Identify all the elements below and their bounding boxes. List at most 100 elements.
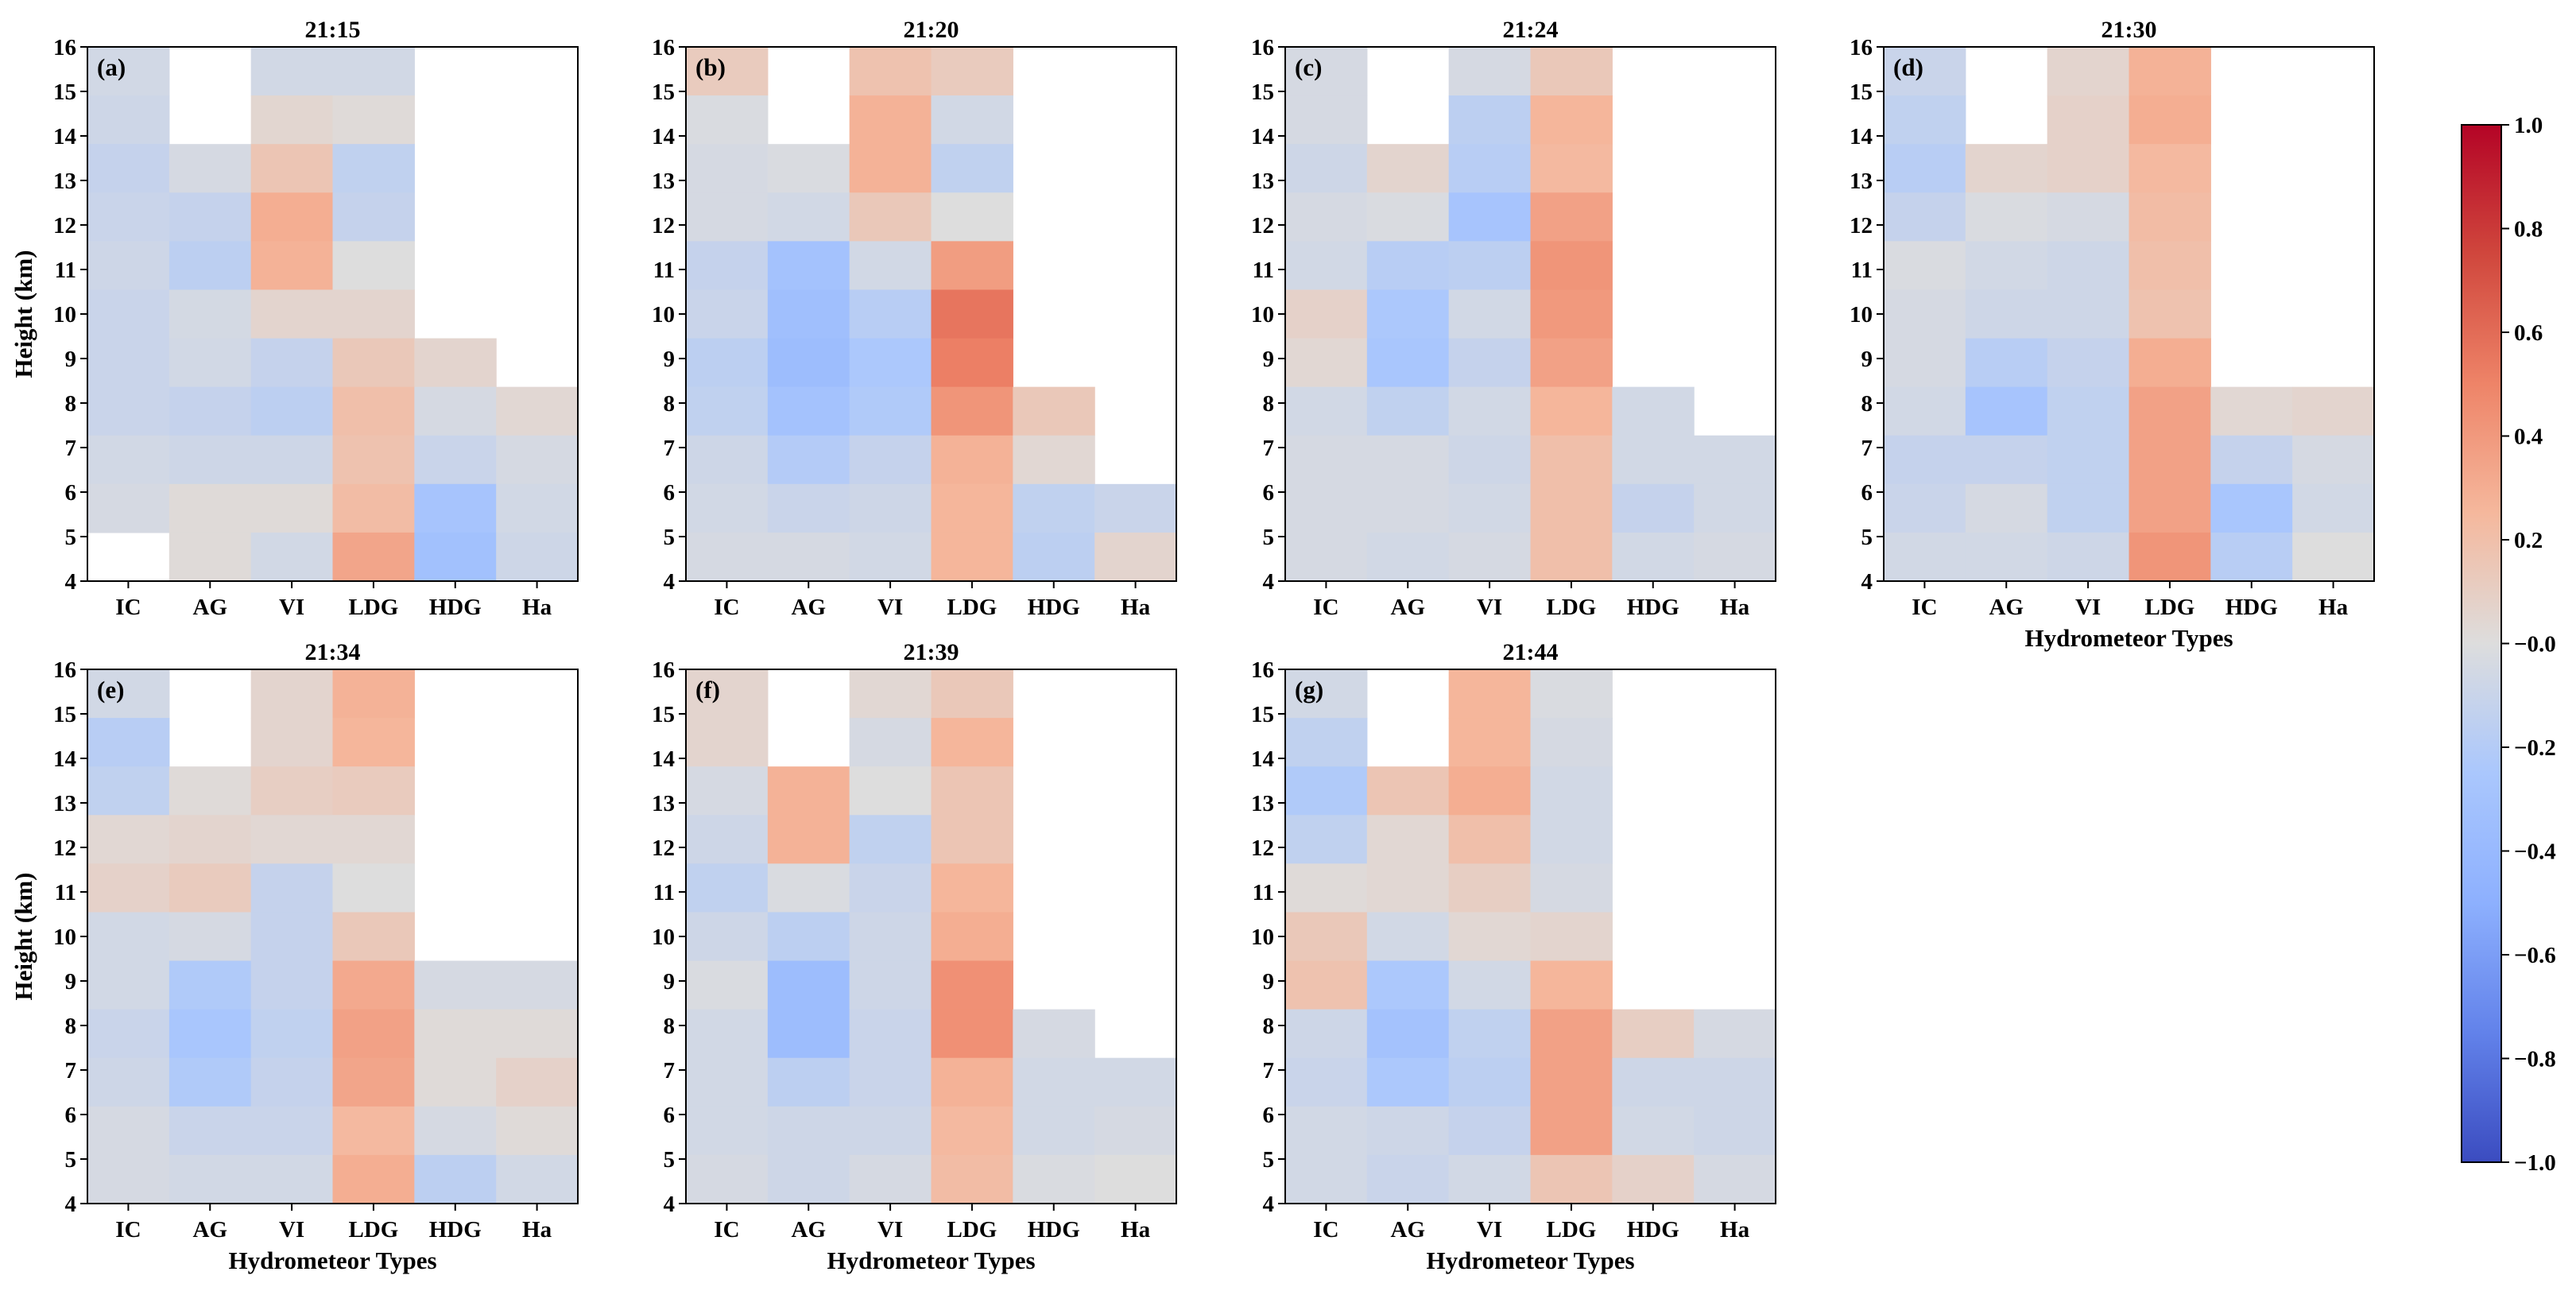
heatmap-cell bbox=[1448, 338, 1532, 388]
y-tick-label: 15 bbox=[53, 702, 76, 727]
heatmap-cell bbox=[1530, 483, 1613, 533]
heatmap-cell bbox=[1013, 435, 1095, 485]
heatmap-cell bbox=[1448, 241, 1532, 291]
heatmap-cell bbox=[1448, 669, 1532, 719]
heatmap-cell bbox=[87, 95, 170, 145]
heatmap-cell bbox=[496, 1106, 579, 1156]
colorbar-tick-label: 0.2 bbox=[2514, 528, 2543, 553]
x-tick-label: Ha bbox=[522, 1217, 552, 1243]
y-tick-label: 7 bbox=[664, 1058, 676, 1084]
y-tick-label: 12 bbox=[1251, 835, 1274, 861]
y-tick-label: 13 bbox=[53, 791, 76, 816]
heatmap-cell bbox=[332, 1009, 415, 1059]
heatmap-cell bbox=[87, 863, 170, 913]
heatmap-cell bbox=[849, 386, 932, 436]
heatmap-cell bbox=[1965, 483, 2048, 533]
heatmap-cell bbox=[2292, 435, 2375, 485]
heatmap-cell bbox=[250, 338, 334, 388]
y-tick-label: 4 bbox=[65, 1192, 77, 1217]
heatmap-cell bbox=[849, 241, 932, 291]
heatmap-cell bbox=[1448, 192, 1532, 242]
heatmap-cell bbox=[1094, 1106, 1177, 1156]
heatmap-cell bbox=[767, 289, 850, 339]
y-tick-label: 14 bbox=[53, 746, 76, 772]
heatmap-cell bbox=[414, 960, 497, 1010]
y-tick-label: 12 bbox=[53, 213, 76, 238]
y-tick-label: 16 bbox=[53, 35, 76, 60]
panel-e: 21:34 (e) IC AG VI LDG HDG Ha 4 5 6 7 8 9 10 11 12 13 14 15… bbox=[10, 639, 579, 1274]
heatmap-cell bbox=[686, 766, 769, 816]
y-tick-label: 6 bbox=[1861, 480, 1873, 506]
heatmap-cell bbox=[1965, 192, 2048, 242]
heatmap-cell bbox=[169, 338, 252, 388]
heatmap-cell bbox=[332, 95, 415, 145]
y-tick-label: 12 bbox=[652, 213, 675, 238]
y-tick-label: 10 bbox=[53, 925, 76, 950]
heatmap-cell bbox=[332, 912, 415, 962]
heatmap-cell bbox=[87, 435, 170, 485]
heatmap-cell bbox=[414, 1106, 497, 1156]
y-tick-label: 16 bbox=[652, 657, 675, 683]
y-tick-label: 7 bbox=[1861, 436, 1873, 461]
heatmap-cell bbox=[1965, 289, 2048, 339]
heatmap-cell bbox=[169, 289, 252, 339]
heatmap-cell bbox=[1965, 144, 2048, 193]
heatmap-cell bbox=[849, 863, 932, 913]
heatmap-cell bbox=[1612, 1057, 1695, 1107]
heatmap-cell bbox=[332, 863, 415, 913]
heatmap-cell bbox=[169, 386, 252, 436]
heatmap-cell bbox=[931, 960, 1013, 1010]
heatmap-cell bbox=[332, 192, 415, 242]
heatmap-cell bbox=[2292, 483, 2375, 533]
heatmap-cell bbox=[1884, 483, 1966, 533]
heatmap-cell bbox=[2047, 47, 2130, 96]
heatmap-cell bbox=[686, 1009, 769, 1059]
x-tick-label: Ha bbox=[1121, 595, 1151, 620]
heatmap-cell bbox=[1448, 95, 1532, 145]
heatmap-cell bbox=[2129, 532, 2211, 582]
heatmap-cell bbox=[1448, 435, 1532, 485]
heatmap-cell bbox=[1285, 338, 1368, 388]
heatmap-cell bbox=[332, 289, 415, 339]
heatmap-cell bbox=[2210, 483, 2293, 533]
heatmap-cell bbox=[1448, 483, 1532, 533]
panel-title: 21:24 bbox=[1503, 17, 1559, 43]
heatmap-cell bbox=[1285, 1057, 1368, 1107]
heatmap-cell bbox=[849, 1154, 932, 1204]
heatmap-cell bbox=[169, 1009, 252, 1059]
heatmap-cell bbox=[1013, 386, 1095, 436]
heatmap-cell bbox=[332, 1154, 415, 1204]
heatmap-cell bbox=[849, 144, 932, 193]
heatmap-cell bbox=[686, 241, 769, 291]
heatmap-cell bbox=[686, 815, 769, 864]
x-tick-label: Ha bbox=[522, 595, 552, 620]
heatmap-cell bbox=[931, 1057, 1013, 1107]
heatmap-cell bbox=[686, 95, 769, 145]
x-axis-label: Hydrometeor Types bbox=[827, 1246, 1035, 1274]
heatmap-cell bbox=[686, 532, 769, 582]
heatmap-cell bbox=[767, 863, 850, 913]
heatmap-cell bbox=[1530, 960, 1613, 1010]
heatmap-cell bbox=[250, 241, 334, 291]
y-tick-label: 12 bbox=[1850, 213, 1873, 238]
heatmap-cell bbox=[1285, 241, 1368, 291]
heatmap-cell bbox=[849, 95, 932, 145]
heatmap-cell bbox=[87, 815, 170, 864]
heatmap-cell bbox=[250, 289, 334, 339]
heatmap-cell bbox=[1694, 532, 1776, 582]
heatmap-cell bbox=[1448, 1106, 1532, 1156]
y-tick-label: 14 bbox=[53, 124, 76, 149]
heatmap-cell bbox=[169, 815, 252, 864]
heatmap-cell bbox=[686, 863, 769, 913]
heatmap-cell bbox=[332, 532, 415, 582]
heatmap-cell bbox=[414, 435, 497, 485]
heatmap-cell bbox=[169, 483, 252, 533]
heatmap-cell bbox=[332, 386, 415, 436]
heatmap-cell bbox=[1448, 960, 1532, 1010]
heatmap-cell bbox=[1530, 338, 1613, 388]
heatmap-cell bbox=[1366, 1009, 1450, 1059]
heatmap-cell bbox=[1530, 435, 1613, 485]
heatmap-cell bbox=[686, 483, 769, 533]
heatmap-cell bbox=[332, 435, 415, 485]
panel-tag: (e) bbox=[97, 676, 124, 704]
